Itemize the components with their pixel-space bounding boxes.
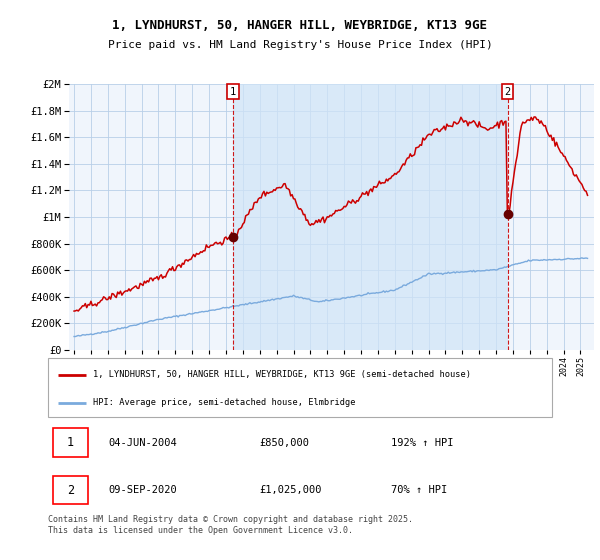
Text: 09-SEP-2020: 09-SEP-2020: [109, 485, 177, 495]
FancyBboxPatch shape: [48, 358, 552, 417]
Text: £1,025,000: £1,025,000: [260, 485, 322, 495]
Text: 192% ↑ HPI: 192% ↑ HPI: [391, 437, 453, 447]
Text: Price paid vs. HM Land Registry's House Price Index (HPI): Price paid vs. HM Land Registry's House …: [107, 40, 493, 50]
FancyBboxPatch shape: [53, 428, 88, 457]
Text: £850,000: £850,000: [260, 437, 310, 447]
Text: HPI: Average price, semi-detached house, Elmbridge: HPI: Average price, semi-detached house,…: [94, 398, 356, 407]
Text: 2: 2: [505, 87, 511, 97]
Text: Contains HM Land Registry data © Crown copyright and database right 2025.
This d: Contains HM Land Registry data © Crown c…: [48, 515, 413, 535]
Text: 1: 1: [67, 436, 74, 449]
Bar: [233, 84, 508, 350]
FancyBboxPatch shape: [53, 475, 88, 505]
Text: 1, LYNDHURST, 50, HANGER HILL, WEYBRIDGE, KT13 9GE (semi-detached house): 1, LYNDHURST, 50, HANGER HILL, WEYBRIDGE…: [94, 370, 472, 379]
Text: 70% ↑ HPI: 70% ↑ HPI: [391, 485, 447, 495]
Text: 2: 2: [67, 483, 74, 497]
Text: 1: 1: [230, 87, 236, 97]
Text: 1, LYNDHURST, 50, HANGER HILL, WEYBRIDGE, KT13 9GE: 1, LYNDHURST, 50, HANGER HILL, WEYBRIDGE…: [113, 18, 487, 32]
Text: 04-JUN-2004: 04-JUN-2004: [109, 437, 177, 447]
